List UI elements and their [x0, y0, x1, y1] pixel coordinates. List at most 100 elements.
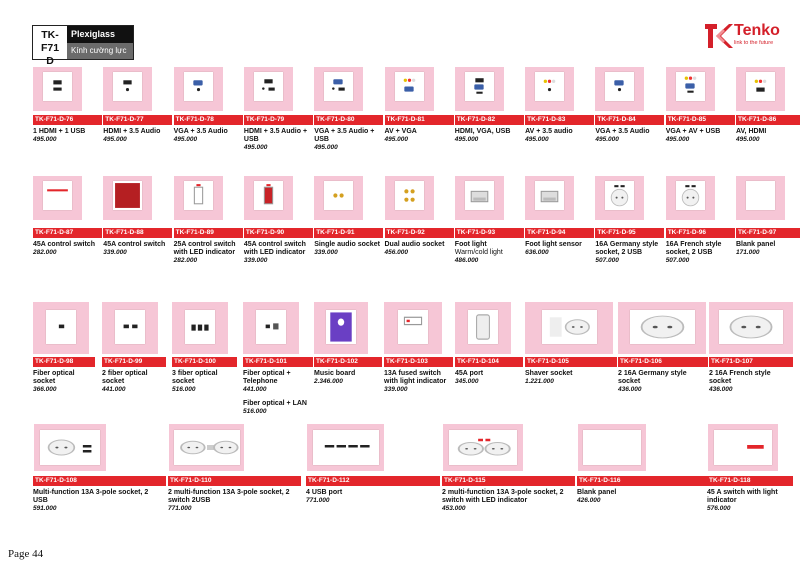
product-code: TK-F71-D-96 [665, 228, 735, 238]
port-45a-icon [468, 310, 498, 344]
product-price: 456.000 [384, 249, 409, 256]
product-description: 45A control switch [33, 241, 95, 248]
rocker-white-icon [183, 181, 213, 210]
product-code: TK-F71-D-95 [595, 228, 665, 238]
product-code: TK-F71-D-86 [736, 115, 800, 125]
product-description: 45 A switch with light indicator [707, 489, 778, 504]
series-header: TK-F71 D Plexiglass Kính cường lực [32, 25, 134, 67]
blank-icon [746, 181, 775, 210]
control-switch-icon [43, 181, 72, 210]
material-english: Plexiglass [67, 26, 133, 43]
product-code: TK-F71-D-104 [455, 357, 523, 367]
product-code: TK-F71-D-115 [442, 476, 575, 486]
product-caption: 2 fiber optical socket 441.000 [102, 370, 166, 394]
product-price: 495.000 [103, 136, 127, 143]
product-description: 45A control switch [103, 241, 166, 248]
product-code: TK-F71-D-84 [595, 115, 665, 125]
fiber-3-icon [185, 310, 215, 344]
product-subtitle: Warm/cold light [454, 249, 503, 256]
product-code: TK-F71-D-83 [525, 115, 595, 125]
product-caption: 25A control switch with LED indicator 282… [174, 241, 242, 265]
product-description: 16A French style socket, 2 USB [665, 241, 722, 256]
product-caption: 45A control switch with LED indicator 339… [244, 241, 312, 265]
product-price: 495.000 [384, 136, 409, 143]
music-board-icon [326, 310, 356, 344]
product-caption: AV + VGA 495.000 [385, 128, 453, 144]
series-code: TK-F71 D [40, 29, 60, 67]
product-code: TK-F71-D-101 [243, 357, 313, 367]
product-caption: Single audio socket 339.000 [314, 241, 382, 257]
product-code: TK-F71-D-94 [525, 228, 595, 238]
product-code: TK-F71-D-88 [103, 228, 173, 238]
product-price: 171.000 [736, 249, 760, 256]
product-code: TK-F71-D-87 [33, 228, 102, 238]
product-caption: Foot light sensor 636.000 [525, 241, 593, 257]
product-description: 2 fiber optical socket [102, 370, 148, 385]
product-price: 2.346.000 [314, 378, 343, 385]
single-audio-icon [324, 181, 354, 210]
product-code: TK-F71-D-92 [384, 228, 454, 238]
material-vietnamese: Kính cường lực [67, 43, 133, 59]
product-price: 1.221.000 [525, 378, 554, 385]
fused-switch-icon [398, 310, 428, 344]
product-description: Multi-function 13A 3-pole socket, 2 USB [33, 489, 149, 504]
product-price: 495.000 [314, 144, 338, 151]
product-caption: VGA + 3.5 Audio + USB 495.000 [314, 128, 382, 152]
product-caption: 45A control switch 282.000 [33, 241, 101, 257]
vga-audio-usb-icon [324, 72, 354, 101]
germany-2-icon [629, 310, 695, 344]
product-caption: HDMI + 3.5 Audio 495.000 [103, 128, 171, 144]
av-audio-icon [535, 72, 565, 101]
hdmi-vga-usb-icon [464, 72, 494, 101]
product-price-alt: 516.000 [243, 408, 267, 415]
blank-double-icon [583, 430, 641, 465]
product-price: 495.000 [33, 136, 57, 143]
fiber-tel-icon [256, 310, 286, 344]
product-caption: Foot light Warm/cold light 486.000 [455, 241, 523, 265]
product-description: Music board [314, 370, 356, 377]
product-description: VGA + 3.5 Audio [173, 128, 228, 135]
product-description: 45A control switch with LED indicator [243, 241, 306, 256]
hdmi-audio-icon [113, 72, 143, 101]
product-code: TK-F71-D-98 [33, 357, 95, 367]
product-code: TK-F71-D-106 [618, 357, 708, 367]
product-caption: VGA + 3.5 Audio 495.000 [595, 128, 663, 144]
product-code: TK-F71-D-107 [709, 357, 793, 367]
product-description: Single audio socket [314, 241, 380, 248]
product-description: VGA + 3.5 Audio [595, 128, 650, 135]
product-price: 495.000 [525, 136, 549, 143]
product-description: Foot light sensor [525, 241, 582, 248]
product-price: 507.000 [595, 257, 619, 264]
product-code: TK-F71-D-93 [454, 228, 524, 238]
product-caption: Multi-function 13A 3-pole socket, 2 USB 5… [33, 489, 162, 513]
product-code: TK-F71-D-90 [243, 228, 313, 238]
rocker-red-icon [253, 181, 283, 210]
product-code: TK-F71-D-78 [173, 115, 243, 125]
vga-audio-icon [183, 72, 213, 101]
product-caption: VGA + 3.5 Audio 495.000 [174, 128, 242, 144]
product-price: 453.000 [442, 505, 466, 512]
product-description: 2 16A Germany style socket [618, 370, 687, 385]
shaver-icon [541, 310, 597, 344]
product-description: 3 fiber optical socket [172, 370, 218, 385]
product-code: TK-F71-D-100 [172, 357, 237, 367]
product-description: Blank panel [736, 241, 776, 248]
vga-audio-icon [605, 72, 635, 101]
product-caption: 13A fused switch with light indicator 339… [384, 370, 453, 394]
red-panel-icon [113, 181, 143, 210]
product-caption: 1 HDMI + 1 USB 495.000 [33, 128, 101, 144]
product-code: TK-F71-D-80 [314, 115, 384, 125]
product-caption: 4 USB port 771.000 [306, 489, 436, 505]
product-code: TK-F71-D-77 [103, 115, 173, 125]
multi-usb-icon [40, 430, 100, 465]
product-price: 345.000 [455, 378, 479, 385]
product-code: TK-F71-D-91 [314, 228, 384, 238]
product-description: 16A Germany style socket, 2 USB [595, 241, 659, 256]
product-caption: Blank panel 426.000 [577, 489, 703, 505]
product-code: TK-F71-D-97 [736, 228, 800, 238]
brand-name: Tenko [734, 22, 780, 39]
germany-usb-icon [605, 181, 635, 210]
product-description: AV, HDMI [736, 128, 767, 135]
product-code: TK-F71-D-81 [384, 115, 454, 125]
product-price: 282.000 [33, 249, 57, 256]
